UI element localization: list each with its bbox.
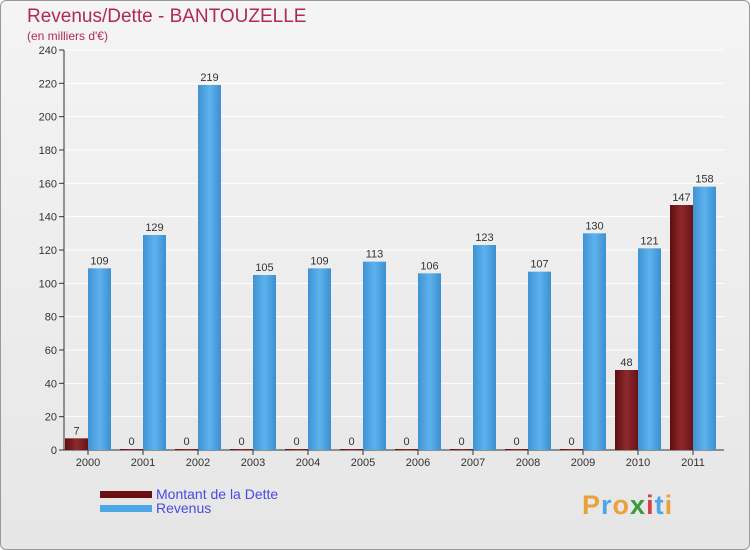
bar-dette (505, 449, 528, 450)
data-label: 0 (293, 436, 299, 448)
y-tick-label: 200 (39, 112, 57, 124)
bar-dette (65, 438, 88, 450)
logo-letter: i (664, 490, 674, 520)
bar-revenus (253, 275, 276, 450)
legend-item-revenus: Revenus (100, 500, 211, 516)
x-tick-label: 2003 (241, 457, 265, 469)
logo-letter: o (612, 490, 631, 520)
x-tick-label: 2008 (516, 457, 540, 469)
bar-revenus (528, 271, 551, 450)
data-label: 130 (585, 220, 603, 232)
data-label: 123 (475, 232, 493, 244)
data-label: 105 (255, 262, 273, 274)
y-tick-label: 140 (39, 212, 57, 224)
y-tick-label: 80 (45, 312, 57, 324)
bar-revenus (88, 268, 111, 450)
data-label: 7 (73, 425, 79, 437)
bar-revenus (143, 235, 166, 450)
legend-swatch-dette (100, 490, 152, 498)
data-label: 48 (620, 357, 632, 369)
data-label: 107 (530, 259, 548, 271)
x-tick-label: 2009 (571, 457, 595, 469)
bar-revenus (363, 261, 386, 450)
y-tick-label: 160 (39, 178, 57, 190)
data-label: 0 (568, 436, 574, 448)
y-tick-label: 240 (39, 45, 57, 57)
bar-dette (175, 449, 198, 450)
data-label: 129 (145, 222, 163, 234)
y-tick-label: 220 (39, 78, 57, 90)
bar-dette (560, 449, 583, 450)
chart-title: Revenus/Dette - BANTOUZELLE (27, 6, 307, 27)
bar-dette (450, 449, 473, 450)
x-tick-label: 2007 (461, 457, 485, 469)
logo-letter: P (582, 490, 602, 520)
x-tick-label: 2000 (76, 457, 100, 469)
logo-letter: i (646, 490, 655, 520)
y-tick-label: 40 (45, 378, 57, 390)
bar-revenus (693, 186, 716, 450)
logo-letter: r (601, 490, 613, 520)
bar-revenus (583, 233, 606, 450)
bar-revenus (638, 248, 661, 450)
legend-item-dette: Montant de la Dette (100, 486, 278, 502)
bar-revenus (198, 85, 221, 450)
bar-dette (120, 449, 143, 450)
bar-dette (230, 449, 253, 450)
bar-dette (615, 370, 638, 450)
data-label: 158 (695, 174, 713, 186)
x-tick-label: 2005 (351, 457, 375, 469)
bar-revenus (473, 245, 496, 450)
logo-letter: t (654, 490, 665, 520)
data-label: 0 (513, 436, 519, 448)
legend-swatch-revenus (100, 504, 152, 512)
data-label: 109 (90, 255, 108, 267)
x-tick-label: 2001 (131, 457, 155, 469)
y-tick-label: 60 (45, 345, 57, 357)
y-tick-label: 20 (45, 412, 57, 424)
data-label: 106 (420, 260, 438, 272)
data-label: 121 (640, 235, 658, 247)
bar-dette (670, 205, 693, 450)
logo-letter: x (630, 490, 647, 520)
chart-subtitle: (en milliers d'€) (27, 29, 108, 43)
x-tick-label: 2002 (186, 457, 210, 469)
bar-dette (340, 449, 363, 450)
data-label: 0 (128, 436, 134, 448)
bar-revenus (308, 268, 331, 450)
data-label: 147 (672, 192, 690, 204)
data-label: 0 (403, 436, 409, 448)
data-label: 0 (348, 436, 354, 448)
y-tick-label: 120 (39, 245, 57, 257)
data-label: 0 (458, 436, 464, 448)
y-tick-label: 100 (39, 278, 57, 290)
bar-dette (395, 449, 418, 450)
data-label: 113 (366, 249, 384, 261)
y-tick-label: 180 (39, 145, 57, 157)
legend-label-revenus: Revenus (156, 500, 212, 516)
proxiti-logo: Proxiti (582, 490, 673, 521)
y-tick-label: 0 (51, 445, 57, 457)
data-label: 219 (200, 72, 218, 84)
x-tick-label: 2011 (681, 457, 705, 469)
bar-revenus (418, 273, 441, 450)
data-label: 0 (238, 436, 244, 448)
data-label: 0 (183, 436, 189, 448)
data-label: 109 (310, 255, 328, 267)
x-tick-label: 2004 (296, 457, 320, 469)
x-tick-label: 2006 (406, 457, 430, 469)
bar-dette (285, 449, 308, 450)
x-tick-label: 2010 (626, 457, 650, 469)
legend-label-dette: Montant de la Dette (156, 486, 279, 502)
